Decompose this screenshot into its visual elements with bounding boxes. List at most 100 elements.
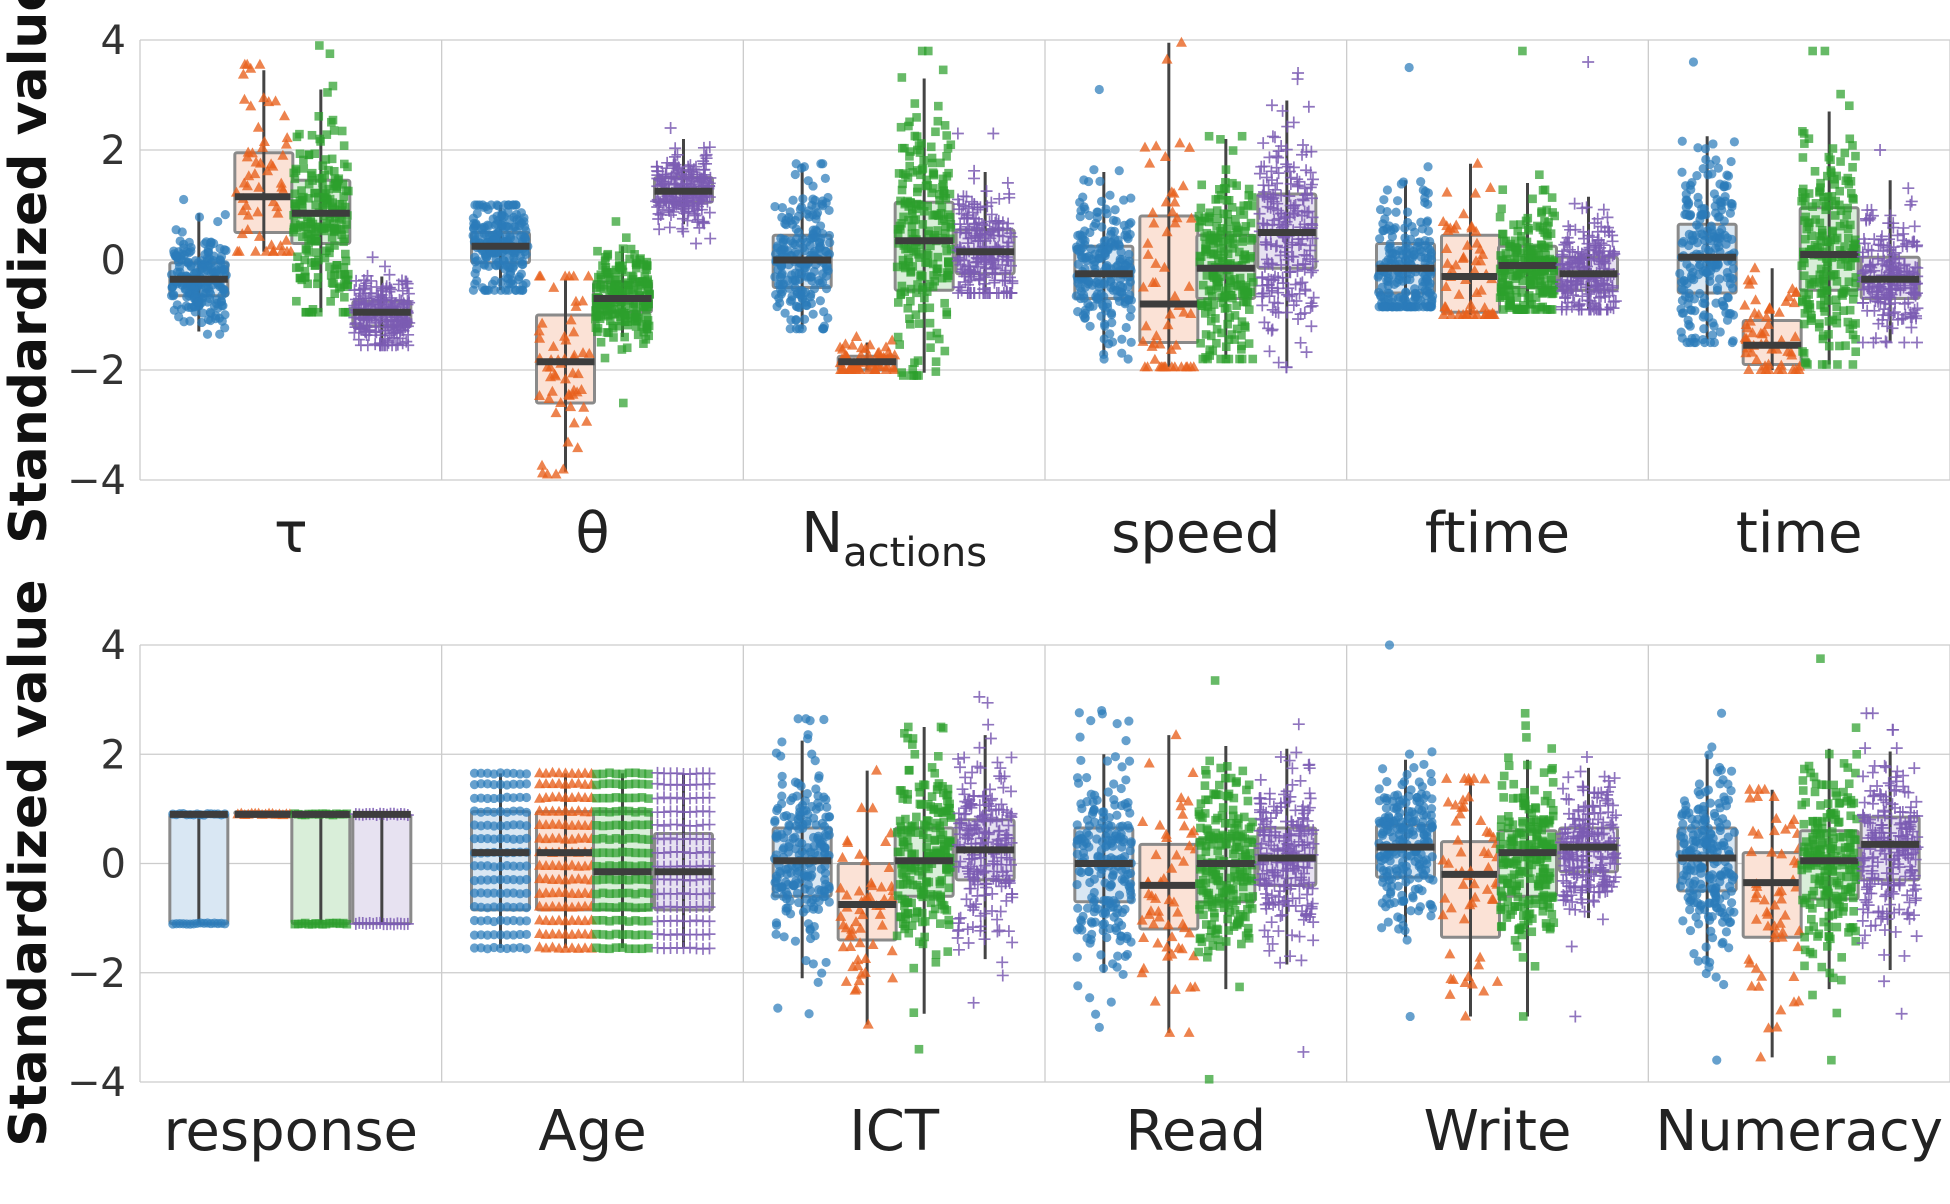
data-point — [638, 302, 648, 312]
data-point — [1722, 170, 1732, 180]
data-point — [897, 368, 906, 377]
data-point — [1681, 202, 1691, 212]
data-point — [615, 282, 624, 292]
data-point — [779, 932, 789, 942]
data-point — [804, 1009, 814, 1019]
data-point — [1848, 162, 1857, 172]
data-point — [1096, 950, 1106, 960]
data-point — [1499, 287, 1508, 296]
data-point — [1075, 732, 1085, 742]
data-point — [1725, 272, 1736, 283]
data-point — [1098, 963, 1109, 973]
data-point — [1426, 251, 1436, 261]
data-point — [777, 791, 787, 801]
y-tick-label: 0 — [101, 238, 126, 284]
data-point — [1248, 201, 1257, 211]
data-point — [206, 308, 216, 319]
data-point — [907, 206, 917, 215]
data-point — [897, 281, 907, 291]
data-point — [1728, 336, 1738, 346]
data-point — [944, 257, 953, 266]
data-point — [1082, 903, 1093, 913]
data-point — [1114, 166, 1124, 176]
data-point — [618, 244, 628, 253]
data-point — [1815, 232, 1825, 241]
data-point — [781, 906, 791, 916]
data-point — [1205, 235, 1214, 244]
data-point — [521, 944, 532, 954]
data-point — [925, 303, 935, 313]
data-point — [600, 353, 610, 363]
data-point — [1212, 324, 1222, 334]
data-point — [940, 121, 950, 130]
data-point — [1677, 295, 1687, 306]
data-point — [1110, 752, 1121, 762]
data-point — [1120, 874, 1130, 884]
data-point — [620, 332, 629, 342]
data-point — [327, 154, 337, 164]
data-point — [198, 263, 208, 273]
data-point — [339, 141, 349, 150]
data-point — [792, 868, 802, 878]
data-point — [1416, 177, 1426, 187]
data-point — [808, 309, 818, 319]
data-point — [819, 321, 829, 331]
data-point — [789, 880, 799, 890]
data-point — [770, 249, 781, 259]
data-point — [1126, 337, 1136, 347]
data-point — [1124, 756, 1135, 766]
data-point — [1694, 222, 1704, 233]
data-point — [777, 883, 787, 893]
data-point — [1827, 226, 1837, 236]
data-point — [1714, 274, 1725, 284]
data-point — [1225, 231, 1235, 240]
data-point — [521, 916, 532, 926]
data-point — [918, 220, 928, 229]
data-point — [1375, 234, 1385, 244]
data-point — [1121, 322, 1131, 333]
data-point — [1706, 221, 1716, 231]
data-point — [809, 266, 819, 277]
data-point — [938, 65, 948, 75]
data-point — [216, 296, 227, 307]
data-point — [1509, 220, 1518, 230]
data-point — [819, 714, 829, 725]
data-point — [1404, 62, 1414, 73]
data-point — [1201, 330, 1211, 339]
data-point — [1073, 307, 1083, 317]
data-point — [1089, 221, 1099, 231]
data-point — [487, 279, 498, 289]
data-point — [1824, 152, 1834, 162]
data-point — [1122, 949, 1132, 960]
data-point — [1098, 926, 1108, 936]
data-point — [296, 220, 305, 230]
box-group — [770, 159, 835, 334]
data-point — [1517, 288, 1527, 297]
data-point — [803, 176, 813, 186]
data-point — [1100, 248, 1110, 258]
data-point — [1103, 787, 1113, 797]
data-point — [622, 233, 631, 242]
data-point — [1123, 354, 1133, 364]
data-point — [1221, 165, 1231, 174]
data-point — [814, 771, 824, 781]
data-point — [1541, 251, 1550, 260]
y-tick-label: −2 — [67, 951, 126, 997]
data-point — [1414, 777, 1424, 787]
data-point — [1498, 185, 1508, 194]
data-point — [521, 769, 532, 779]
data-point — [939, 180, 948, 189]
data-point — [1097, 705, 1107, 716]
data-point — [777, 203, 787, 213]
data-point — [1220, 291, 1230, 300]
box-group — [168, 808, 230, 929]
data-point — [1084, 842, 1094, 852]
data-point — [1119, 851, 1130, 862]
data-point — [797, 838, 807, 849]
data-point — [1092, 294, 1102, 304]
data-point — [1527, 246, 1537, 255]
data-point — [1237, 354, 1247, 364]
data-point — [1126, 193, 1136, 203]
data-point — [177, 249, 187, 259]
data-point — [1223, 303, 1232, 313]
